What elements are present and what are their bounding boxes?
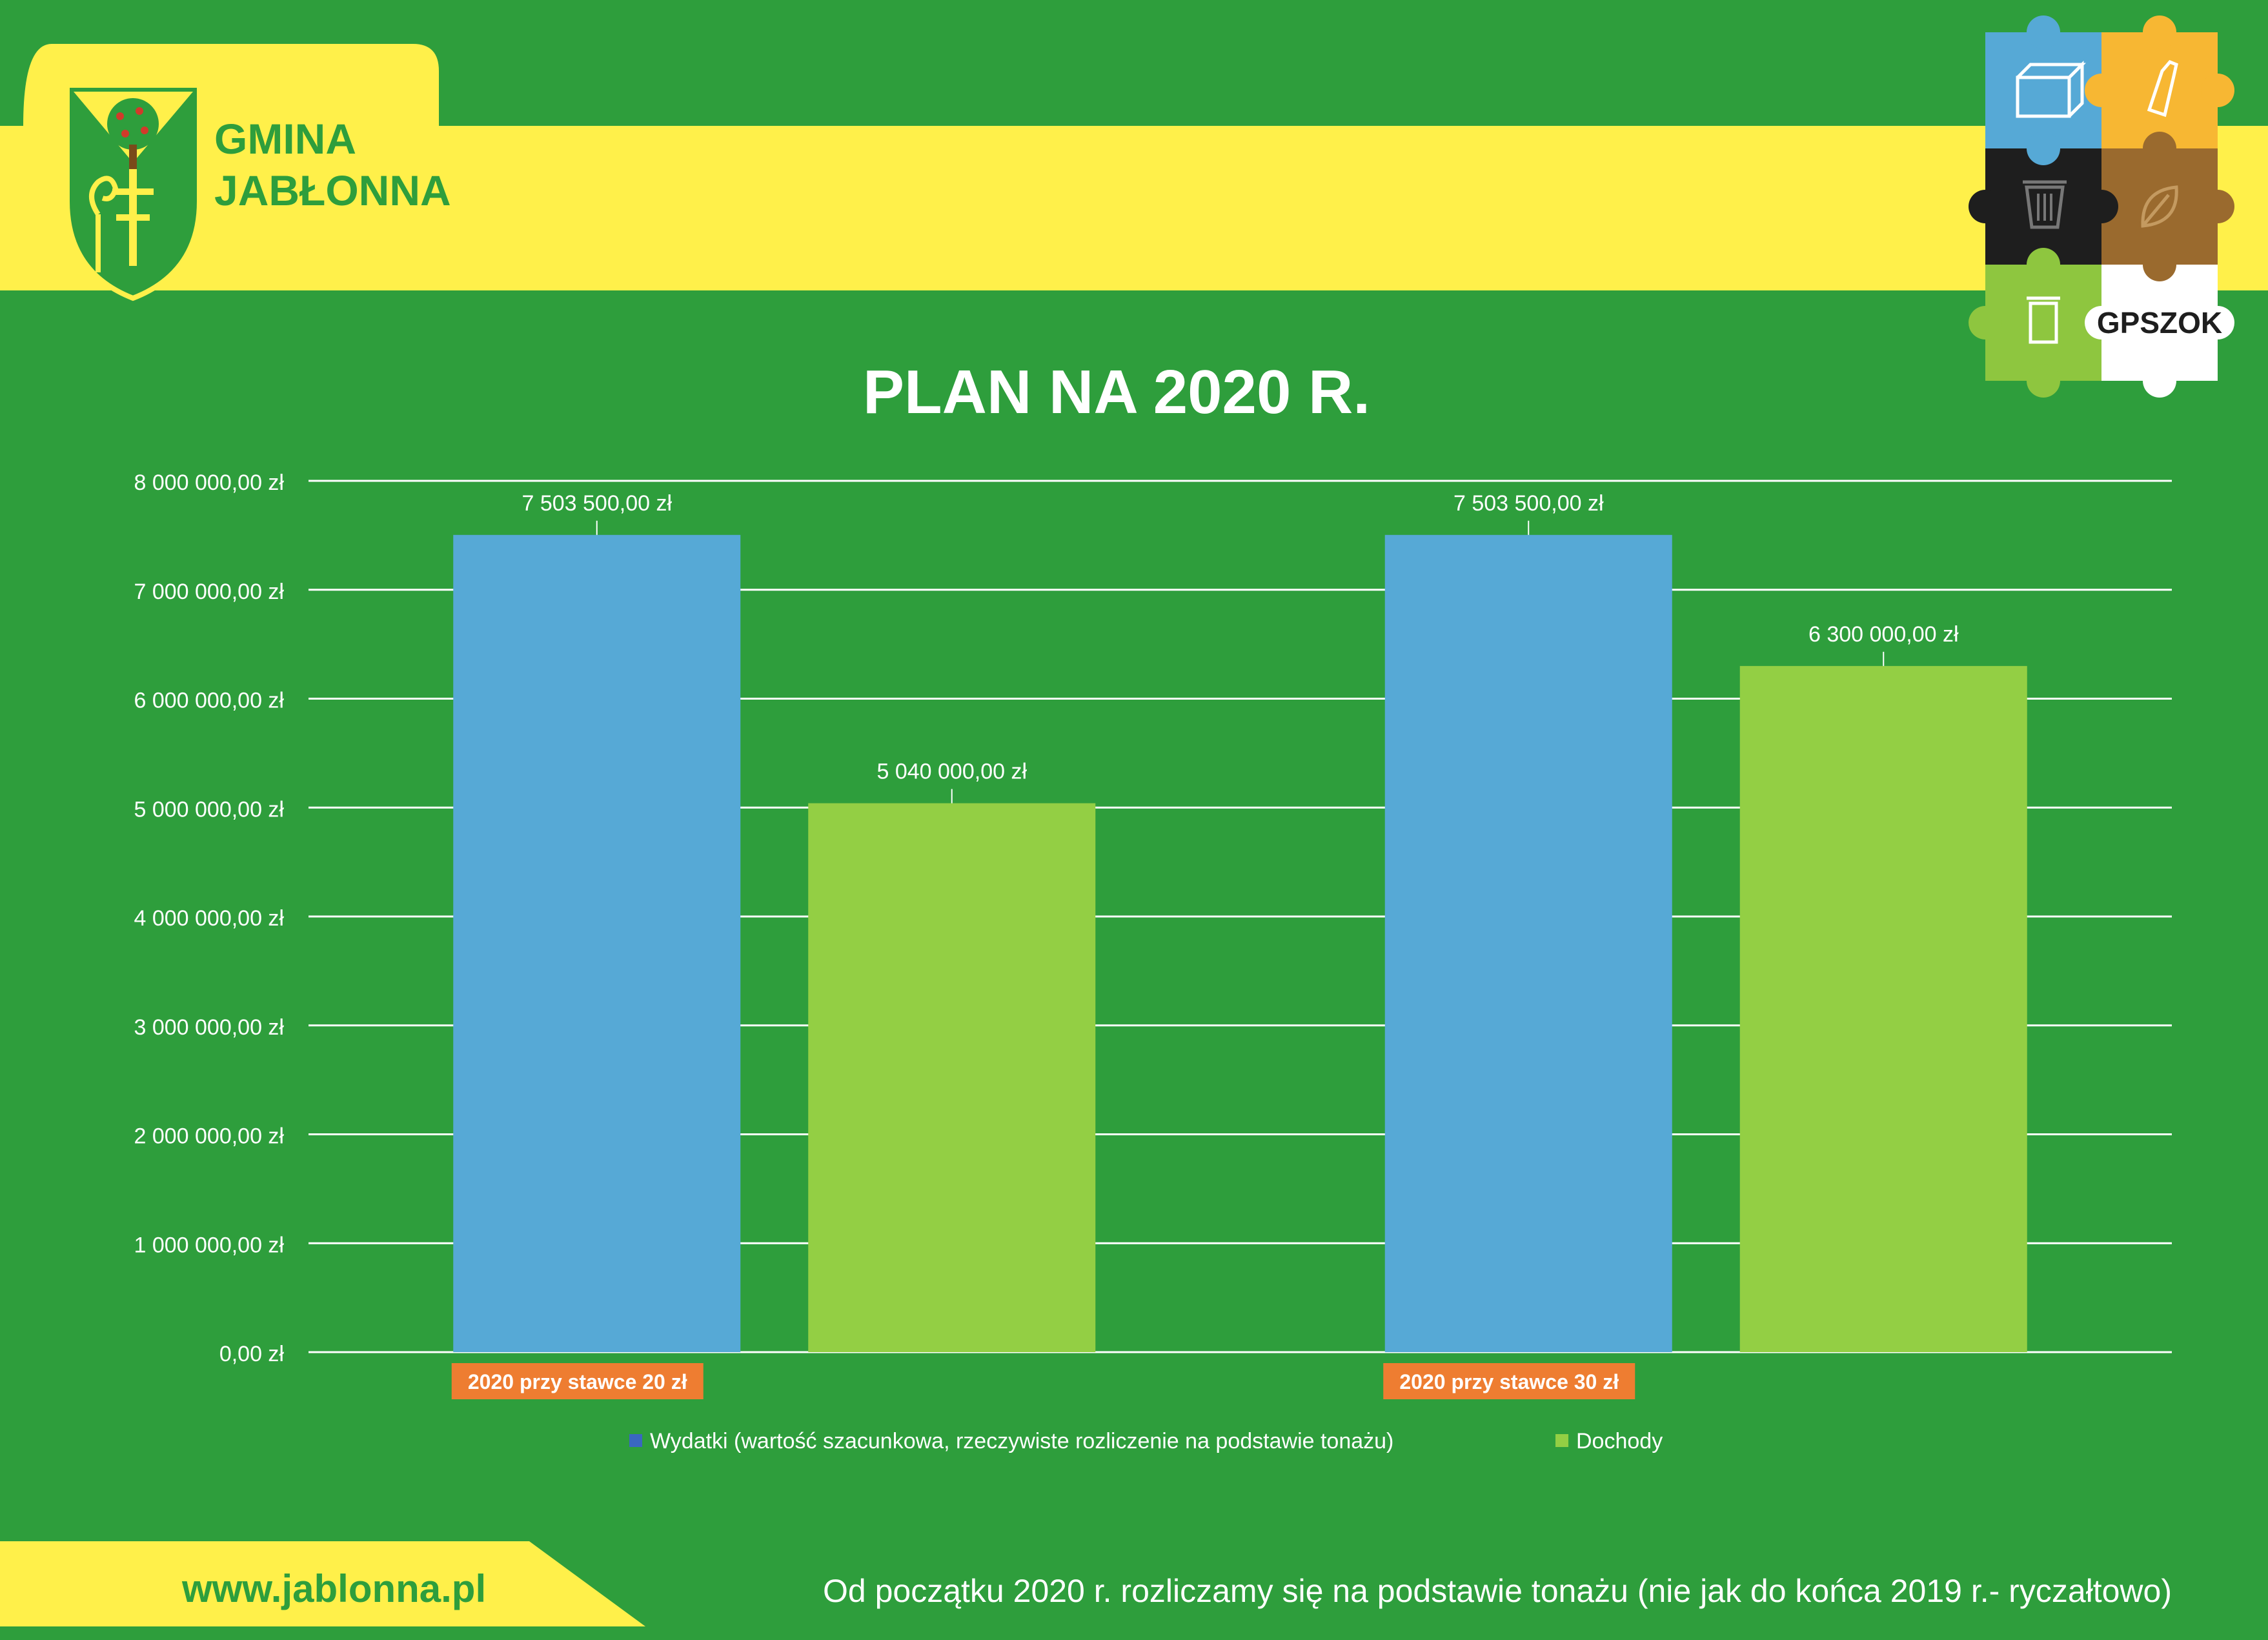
- y-axis-tick-labels: 0,00 zł 1 000 000,00 zł 2 000 000,00 zł 3 0…: [134, 471, 284, 1366]
- data-labels: 7 503 500,00 zł 5 040 000,00 zł 7 503 500,…: [521, 491, 1959, 804]
- category-label-bg: [451, 1363, 704, 1399]
- category-label: 2020 przy stawce 30 zł: [1399, 1370, 1619, 1393]
- y-tick-label: 8 000 000,00 zł: [134, 471, 284, 495]
- legend-entry: Wydatki (wartość szacunkowa, rzeczywiste…: [650, 1429, 1393, 1453]
- legend-swatch: [629, 1434, 642, 1447]
- bar-series1-cat1: [1739, 665, 2027, 1352]
- data-label: 5 040 000,00 zł: [876, 760, 1027, 784]
- chart-title: PLAN NA 2020 R.: [863, 358, 1370, 427]
- legend: Wydatki (wartość szacunkowa, rzeczywiste…: [629, 1429, 1663, 1453]
- puzzle-logo: GPSZOK: [1969, 15, 2234, 398]
- footer-note: Od początku 2020 r. rozliczamy się na po…: [823, 1573, 2172, 1609]
- category-labels: 2020 przy stawce 20 zł 2020 przy stawce 3…: [451, 1363, 1635, 1399]
- header-banner: [0, 44, 2268, 290]
- trash-bin-icon: [2023, 180, 2067, 229]
- legend-entry: Dochody: [1576, 1429, 1663, 1453]
- data-label: 6 300 000,00 zł: [1808, 622, 1959, 647]
- jar-icon: [2027, 296, 2060, 344]
- category-label: 2020 przy stawce 20 zł: [468, 1370, 687, 1393]
- brand-line2: JABŁONNA: [214, 167, 451, 214]
- y-tick-label: 6 000 000,00 zł: [134, 689, 284, 713]
- legend-swatch: [1555, 1434, 1568, 1447]
- coat-of-arms-icon: [65, 83, 202, 301]
- footer-banner: [0, 1541, 645, 1626]
- website-link[interactable]: www.jablonna.pl: [181, 1567, 486, 1610]
- y-tick-label: 2 000 000,00 zł: [134, 1124, 284, 1149]
- data-label: 7 503 500,00 zł: [1453, 491, 1604, 516]
- leaf-icon: [2141, 185, 2178, 228]
- box-icon: [2016, 60, 2087, 118]
- brand-line1: GMINA: [214, 115, 356, 163]
- y-tick-label: 3 000 000,00 zł: [134, 1015, 284, 1040]
- y-tick-label: 5 000 000,00 zł: [134, 797, 284, 822]
- bars: [453, 534, 2027, 1352]
- y-tick-label: 4 000 000,00 zł: [134, 906, 284, 931]
- category-label-bg: [1383, 1363, 1635, 1399]
- bar-series0-cat0: [453, 534, 741, 1352]
- gpszok-badge: GPSZOK: [2097, 306, 2222, 339]
- bar-series0-cat1: [1384, 534, 1672, 1352]
- bar-series1-cat0: [808, 803, 1096, 1352]
- data-label: 7 503 500,00 zł: [521, 491, 672, 516]
- y-tick-label: 7 000 000,00 zł: [134, 580, 284, 604]
- y-tick-label: 0,00 zł: [219, 1342, 285, 1366]
- bottle-icon: [2147, 60, 2178, 117]
- y-tick-label: 1 000 000,00 zł: [134, 1233, 284, 1257]
